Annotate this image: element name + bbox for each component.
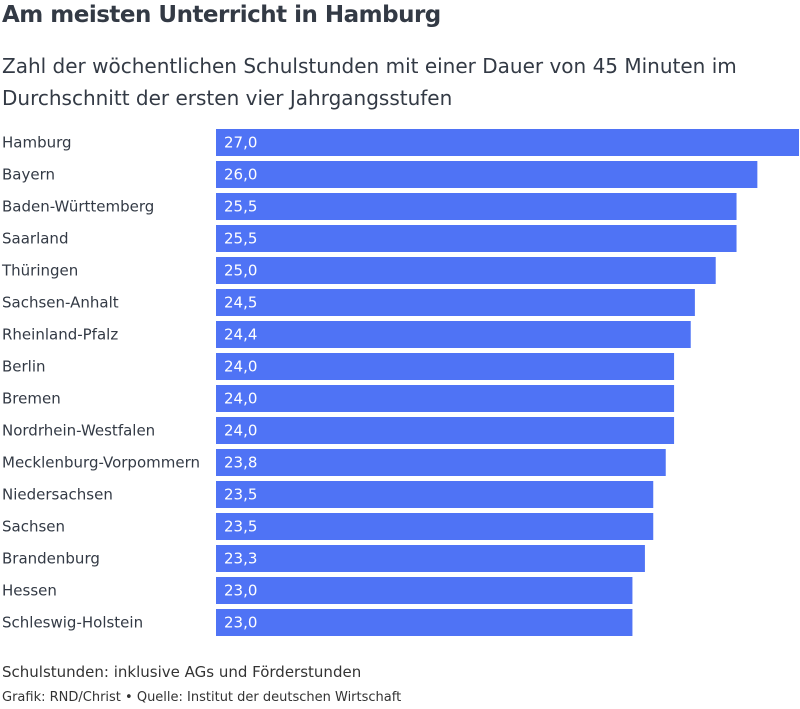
bar	[216, 321, 691, 348]
footnote: Schulstunden: inklusive AGs und Förderst…	[2, 663, 362, 681]
bar	[216, 513, 654, 540]
bar	[216, 353, 675, 380]
category-label: Baden-Württemberg	[2, 198, 154, 216]
bar	[216, 385, 675, 412]
category-label: Niedersachsen	[2, 486, 113, 504]
bar	[216, 417, 675, 444]
value-label: 23,0	[224, 582, 257, 600]
value-label: 24,0	[224, 390, 257, 408]
category-label: Berlin	[2, 358, 46, 376]
value-label: 23,3	[224, 550, 257, 568]
bar	[216, 449, 666, 476]
bar	[216, 609, 633, 636]
value-label: 23,5	[224, 518, 257, 536]
bar	[216, 289, 695, 316]
value-label: 24,0	[224, 422, 257, 440]
value-label: 27,0	[224, 134, 257, 152]
value-label: 25,0	[224, 262, 257, 280]
category-label: Sachsen	[2, 518, 65, 536]
value-label: 25,5	[224, 198, 257, 216]
value-label: 23,0	[224, 614, 257, 632]
bar	[216, 161, 758, 188]
value-label: 23,5	[224, 486, 257, 504]
category-label: Hamburg	[2, 134, 72, 152]
bar-chart: Hamburg 27,0 Bayern 26,0 Baden-Württemberg 25…	[1, 129, 799, 636]
chart-title: Am meisten Unterricht in Hamburg	[2, 2, 441, 28]
value-label: 24,5	[224, 294, 257, 312]
category-label: Schleswig-Holstein	[2, 614, 143, 632]
bar	[216, 577, 633, 604]
bar	[216, 193, 737, 220]
bar	[216, 481, 654, 508]
category-label: Bremen	[2, 390, 61, 408]
value-label: 25,5	[224, 230, 257, 248]
category-label: Saarland	[2, 230, 68, 248]
value-label: 24,4	[224, 326, 257, 344]
category-label: Nordrhein-Westfalen	[2, 422, 155, 440]
value-label: 23,8	[224, 454, 257, 472]
category-label: Sachsen-Anhalt	[2, 294, 119, 312]
category-label: Rheinland-Pfalz	[2, 326, 118, 344]
bar	[216, 545, 645, 572]
category-label: Bayern	[2, 166, 55, 184]
bar	[216, 257, 716, 284]
chart-subtitle: Zahl der wöchentlichen Schulstunden mit …	[2, 54, 737, 110]
value-label: 26,0	[224, 166, 257, 184]
category-label: Thüringen	[1, 262, 78, 280]
category-label: Brandenburg	[2, 550, 100, 568]
bar	[216, 225, 737, 252]
source-credit: Grafik: RND/Christ • Quelle: Institut de…	[2, 690, 402, 705]
value-label: 24,0	[224, 358, 257, 376]
bar	[216, 129, 799, 156]
category-label: Hessen	[2, 582, 57, 600]
category-label: Mecklenburg-Vorpommern	[2, 454, 200, 472]
